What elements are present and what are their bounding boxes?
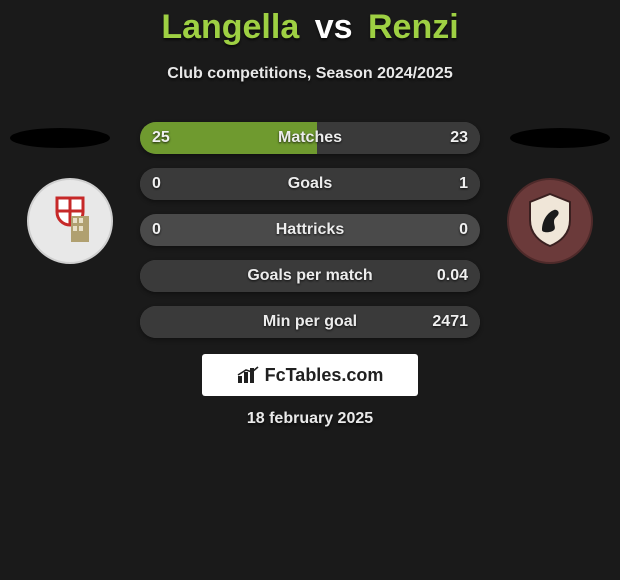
shadow-ellipse-right [510,128,610,148]
stat-label: Goals per match [140,260,480,292]
player2-name: Renzi [368,8,459,46]
stat-label: Matches [140,122,480,154]
shield-icon [27,178,113,264]
team-badge-right [507,178,593,264]
comparison-card: Langella vs Renzi Club competitions, Sea… [0,0,620,580]
shadow-ellipse-left [10,128,110,148]
player1-name: Langella [161,8,299,46]
stat-bars: 2523Matches 01Goals 00Hattricks 0.04Goals p… [140,122,480,352]
stat-row: 01Goals [140,168,480,200]
stat-label: Min per goal [140,306,480,338]
date-text: 18 february 2025 [0,410,620,428]
branding-text: FcTables.com [265,365,384,386]
horse-shield-icon [507,178,593,264]
bars-icon [237,366,259,384]
stat-row: 00Hattricks [140,214,480,246]
stat-label: Goals [140,168,480,200]
stat-row: 2523Matches [140,122,480,154]
team-badge-left [27,178,113,264]
vs-text: vs [315,8,353,46]
stat-row: 0.04Goals per match [140,260,480,292]
branding-badge: FcTables.com [202,354,418,396]
stat-row: 2471Min per goal [140,306,480,338]
subtitle: Club competitions, Season 2024/2025 [0,65,620,83]
stat-label: Hattricks [140,214,480,246]
page-title: Langella vs Renzi [0,0,620,47]
